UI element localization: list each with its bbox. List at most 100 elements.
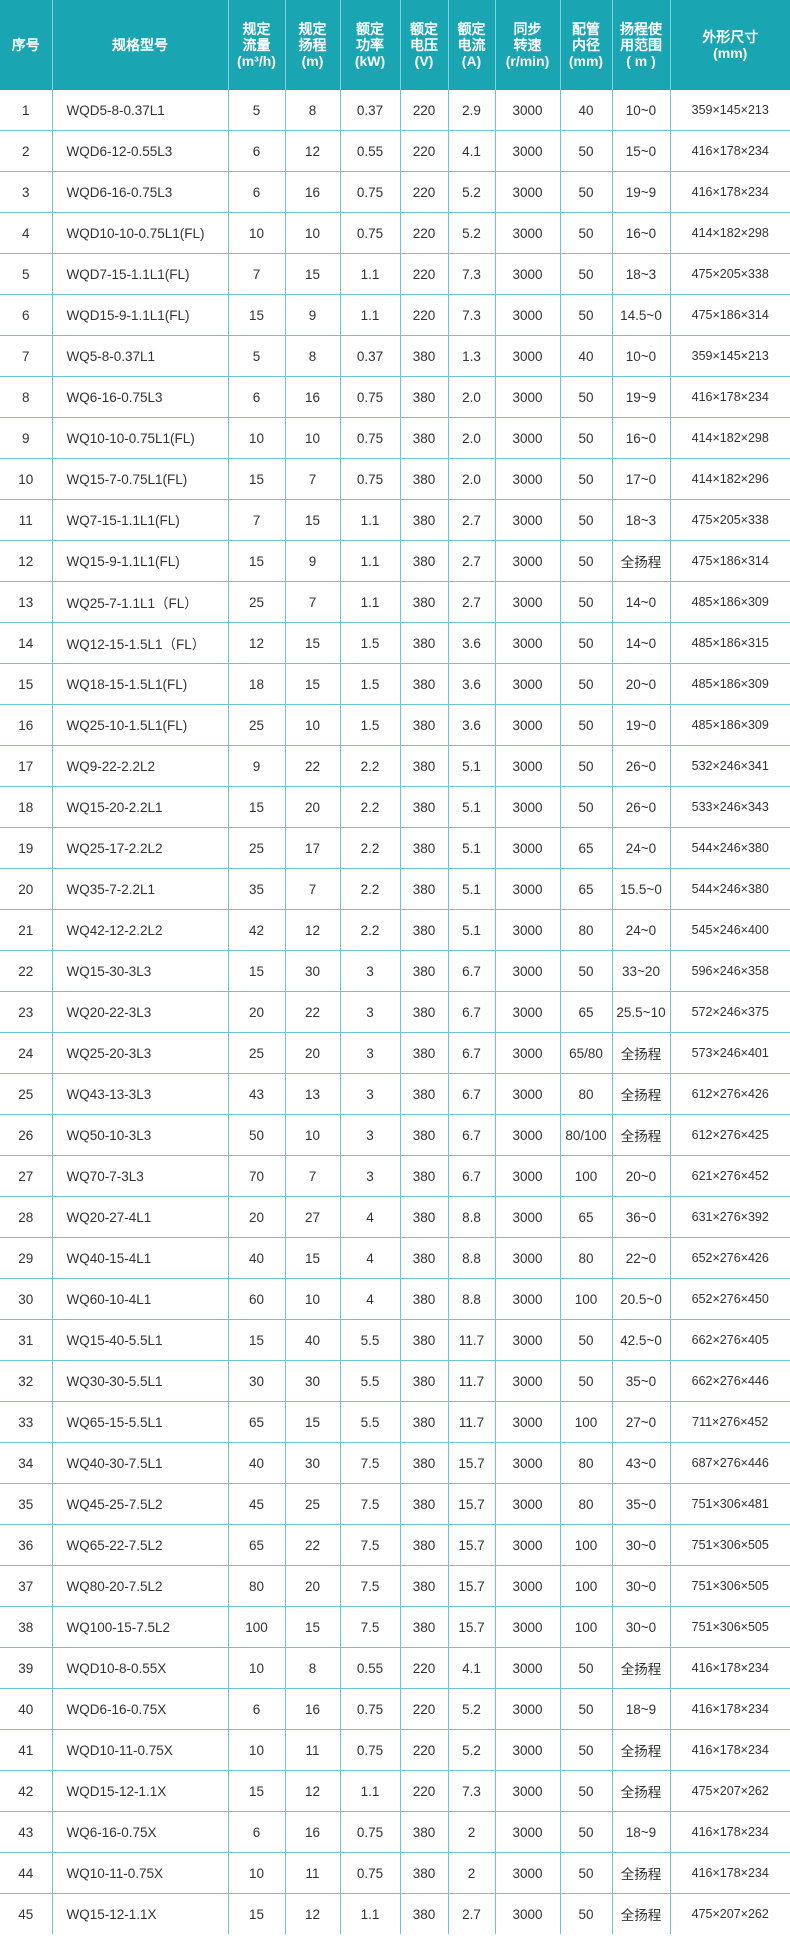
col-pipe-cell: 50 bbox=[560, 1811, 613, 1853]
table-row: 42 WQD15-12-1.1X 15 12 1.1 220 7.3 3000 50 全扬程 475… bbox=[0, 1770, 790, 1812]
col-head-cell: 16 bbox=[285, 376, 341, 418]
col-model-cell: WQ15-30-3L3 bbox=[52, 950, 229, 992]
col-dimensions-cell: 751×306×481 bbox=[670, 1483, 790, 1525]
col-speed-cell: 3000 bbox=[495, 1811, 561, 1853]
col-speed-cell: 3000 bbox=[495, 1278, 561, 1320]
col-head-range-cell: 16~0 bbox=[612, 417, 671, 459]
col-voltage-cell: 380 bbox=[400, 1524, 449, 1566]
table-row: 33 WQ65-15-5.5L1 65 15 5.5 380 11.7 3000 100 27~0… bbox=[0, 1401, 790, 1443]
col-power-cell: 1.5 bbox=[340, 622, 401, 664]
col-head-cell: 10 bbox=[285, 212, 341, 254]
col-model-cell: WQ12-15-1.5L1（FL） bbox=[52, 622, 229, 664]
col-voltage-cell: 220 bbox=[400, 1688, 449, 1730]
col-voltage-cell: 380 bbox=[400, 950, 449, 992]
col-pipe-cell: 50 bbox=[560, 1688, 613, 1730]
col-model-cell: WQ15-40-5.5L1 bbox=[52, 1319, 229, 1361]
col-voltage-cell: 380 bbox=[400, 1811, 449, 1853]
col-power-cell: 0.37 bbox=[340, 335, 401, 377]
col-index-cell: 22 bbox=[0, 950, 53, 992]
col-current-cell: 2.0 bbox=[448, 458, 496, 500]
col-current-cell: 5.1 bbox=[448, 909, 496, 951]
header-col-power: 额定 功率 (kW) bbox=[340, 0, 401, 90]
col-power-cell: 3 bbox=[340, 991, 401, 1033]
header-line: (mm) bbox=[713, 45, 748, 61]
col-pipe-cell: 80 bbox=[560, 909, 613, 951]
col-index-cell: 29 bbox=[0, 1237, 53, 1279]
col-head-cell: 12 bbox=[285, 1893, 341, 1934]
col-model-cell: WQ50-10-3L3 bbox=[52, 1114, 229, 1156]
col-dimensions-cell: 687×276×446 bbox=[670, 1442, 790, 1484]
header-col-pipe: 配管 内径 (mm) bbox=[560, 0, 613, 90]
col-index-cell: 40 bbox=[0, 1688, 53, 1730]
col-speed-cell: 3000 bbox=[495, 827, 561, 869]
col-head-range-cell: 20.5~0 bbox=[612, 1278, 671, 1320]
col-index-cell: 18 bbox=[0, 786, 53, 828]
col-model-cell: WQ7-15-1.1L1(FL) bbox=[52, 499, 229, 541]
col-head-range-cell: 33~20 bbox=[612, 950, 671, 992]
col-speed-cell: 3000 bbox=[495, 335, 561, 377]
col-power-cell: 4 bbox=[340, 1196, 401, 1238]
col-dimensions-cell: 573×246×401 bbox=[670, 1032, 790, 1074]
table-row: 14 WQ12-15-1.5L1（FL） 12 15 1.5 380 3.6 3000 50 14… bbox=[0, 622, 790, 664]
col-current-cell: 8.8 bbox=[448, 1278, 496, 1320]
col-voltage-cell: 380 bbox=[400, 868, 449, 910]
header-line: 规定 bbox=[298, 21, 327, 37]
col-index-cell: 42 bbox=[0, 1770, 53, 1812]
header-line: 内径 bbox=[572, 37, 600, 53]
table-row: 12 WQ15-9-1.1L1(FL) 15 9 1.1 380 2.7 3000 50 全扬程 4… bbox=[0, 540, 790, 582]
col-speed-cell: 3000 bbox=[495, 1606, 561, 1648]
col-dimensions-cell: 414×182×298 bbox=[670, 212, 790, 254]
col-index-cell: 3 bbox=[0, 171, 53, 213]
col-flow-cell: 10 bbox=[228, 417, 286, 459]
col-dimensions-cell: 475×205×338 bbox=[670, 499, 790, 541]
col-pipe-cell: 80 bbox=[560, 1483, 613, 1525]
col-head-cell: 13 bbox=[285, 1073, 341, 1115]
col-speed-cell: 3000 bbox=[495, 1524, 561, 1566]
col-current-cell: 15.7 bbox=[448, 1606, 496, 1648]
col-speed-cell: 3000 bbox=[495, 1155, 561, 1197]
col-power-cell: 1.1 bbox=[340, 581, 401, 623]
col-model-cell: WQD5-8-0.37L1 bbox=[52, 90, 229, 131]
col-current-cell: 3.6 bbox=[448, 622, 496, 664]
col-index-cell: 20 bbox=[0, 868, 53, 910]
col-head-range-cell: 19~9 bbox=[612, 376, 671, 418]
col-flow-cell: 60 bbox=[228, 1278, 286, 1320]
col-flow-cell: 15 bbox=[228, 786, 286, 828]
col-current-cell: 2.7 bbox=[448, 581, 496, 623]
col-dimensions-cell: 475×186×314 bbox=[670, 540, 790, 582]
col-pipe-cell: 65 bbox=[560, 868, 613, 910]
col-head-range-cell: 24~0 bbox=[612, 827, 671, 869]
col-index-cell: 33 bbox=[0, 1401, 53, 1443]
header-line: 规定 bbox=[242, 21, 271, 37]
col-power-cell: 1.1 bbox=[340, 1893, 401, 1934]
col-voltage-cell: 380 bbox=[400, 1237, 449, 1279]
col-dimensions-cell: 711×276×452 bbox=[670, 1401, 790, 1443]
table-row: 2 WQD6-12-0.55L3 6 12 0.55 220 4.1 3000 50 15~0 41… bbox=[0, 130, 790, 172]
col-flow-cell: 65 bbox=[228, 1524, 286, 1566]
table-row: 21 WQ42-12-2.2L2 42 12 2.2 380 5.1 3000 80 24~0 54… bbox=[0, 909, 790, 951]
col-power-cell: 7.5 bbox=[340, 1524, 401, 1566]
col-voltage-cell: 220 bbox=[400, 1647, 449, 1689]
col-head-range-cell: 35~0 bbox=[612, 1483, 671, 1525]
col-index-cell: 14 bbox=[0, 622, 53, 664]
col-head-cell: 40 bbox=[285, 1319, 341, 1361]
col-index-cell: 44 bbox=[0, 1852, 53, 1894]
col-speed-cell: 3000 bbox=[495, 991, 561, 1033]
col-flow-cell: 40 bbox=[228, 1237, 286, 1279]
col-voltage-cell: 220 bbox=[400, 90, 449, 131]
col-index-cell: 8 bbox=[0, 376, 53, 418]
col-pipe-cell: 100 bbox=[560, 1401, 613, 1443]
col-index-cell: 41 bbox=[0, 1729, 53, 1771]
col-pipe-cell: 80 bbox=[560, 1237, 613, 1279]
col-flow-cell: 25 bbox=[228, 581, 286, 623]
col-speed-cell: 3000 bbox=[495, 1442, 561, 1484]
col-model-cell: WQ80-20-7.5L2 bbox=[52, 1565, 229, 1607]
col-head-range-cell: 14.5~0 bbox=[612, 294, 671, 336]
col-model-cell: WQ70-7-3L3 bbox=[52, 1155, 229, 1197]
col-voltage-cell: 380 bbox=[400, 1360, 449, 1402]
col-head-range-cell: 全扬程 bbox=[612, 1852, 671, 1894]
col-head-range-cell: 全扬程 bbox=[612, 1114, 671, 1156]
col-flow-cell: 15 bbox=[228, 950, 286, 992]
col-current-cell: 11.7 bbox=[448, 1401, 496, 1443]
col-current-cell: 5.1 bbox=[448, 827, 496, 869]
